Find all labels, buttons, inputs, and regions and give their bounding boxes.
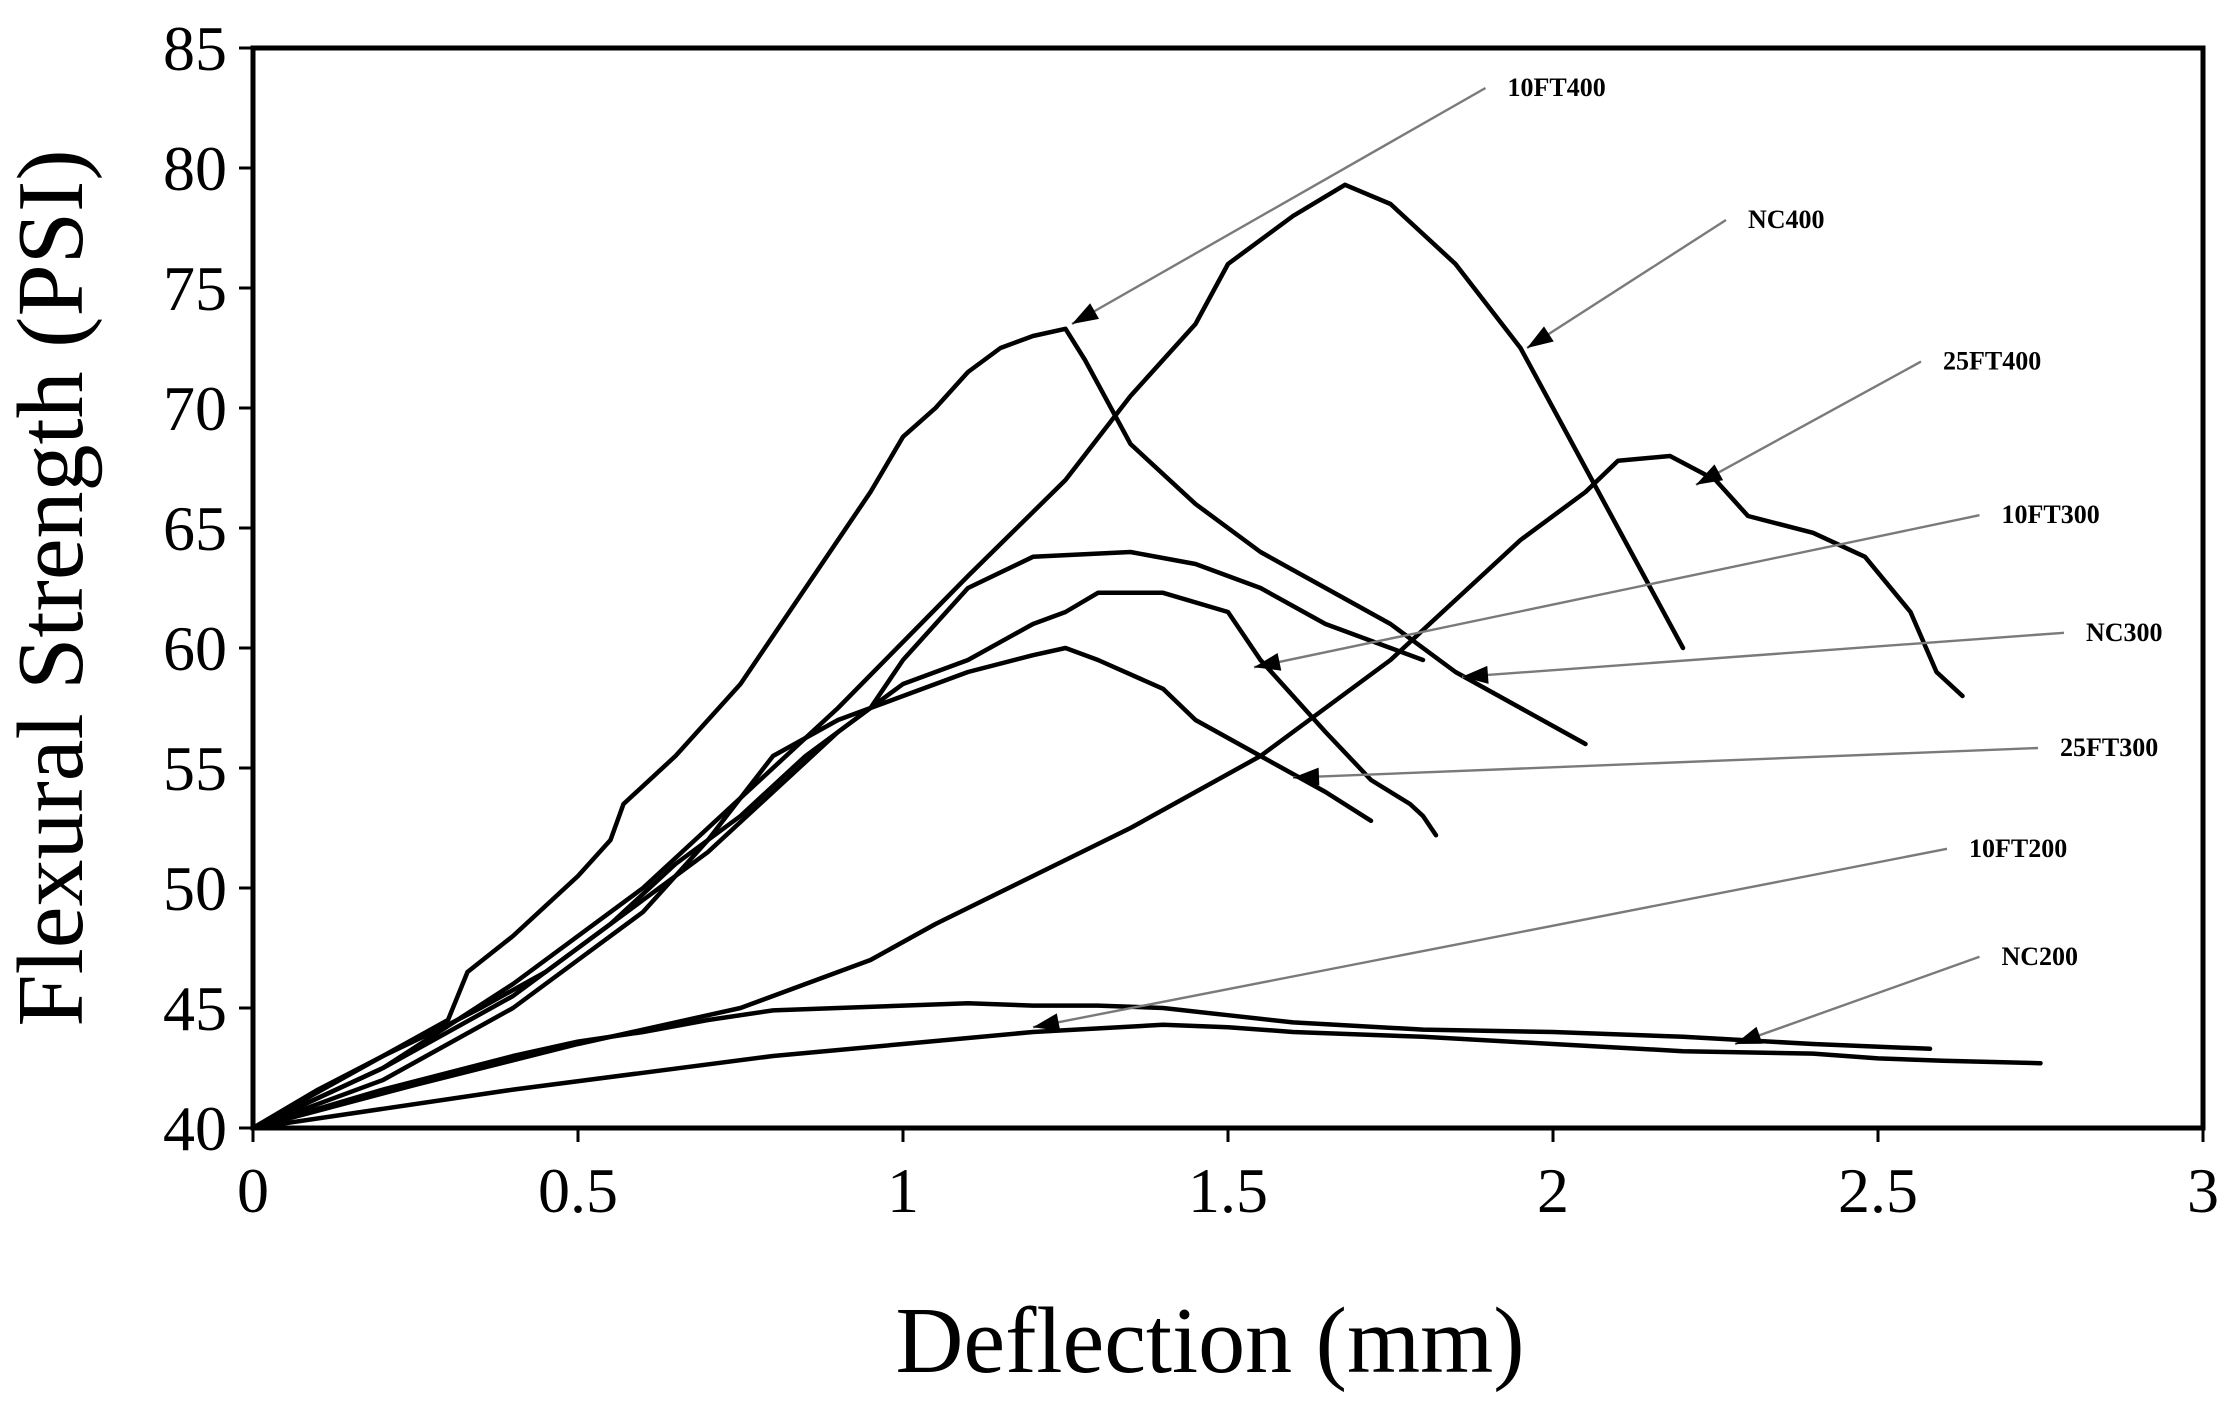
arrowhead-10ft300 — [1254, 653, 1282, 671]
series-line-10ft200 — [250, 1000, 1933, 1131]
x-tick-label-1: 0.5 — [538, 1155, 618, 1226]
axis-ticks: 0 0.5 1 1.5 2 2.5 3 40 45 50 55 60 65 70 75 80 85 — [163, 13, 2219, 1226]
leader-line-nc200 — [1734, 955, 1980, 1046]
arrowhead-10ft400 — [1072, 303, 1100, 324]
y-tick-label-6: 70 — [163, 373, 227, 444]
y-tick-label-0: 40 — [163, 1093, 227, 1164]
y-axis-title: Flexural Strength (PSI) — [0, 149, 103, 1026]
x-tick-label-4: 2 — [1537, 1155, 1569, 1226]
series-line-nc200 — [250, 1022, 2043, 1131]
x-tick-label-3: 1.5 — [1188, 1155, 1268, 1226]
series-label-nc400: NC400 — [1748, 205, 1825, 234]
series-line-nc400 — [250, 182, 1686, 1131]
leader-line-10ft300 — [1253, 514, 1980, 669]
y-tick-label-2: 50 — [163, 853, 227, 924]
series-label-25ft300: 25FT300 — [2060, 733, 2158, 762]
annotation-layer: 10FT400 NC400 25FT400 10FT300 NC300 25FT300 10… — [1032, 73, 2163, 1046]
x-tick-label-0: 0 — [237, 1155, 269, 1226]
leader-line-25ft400 — [1695, 360, 1922, 486]
series-label-10ft200: 10FT200 — [1969, 834, 2067, 863]
series-line-nc300 — [250, 590, 1439, 1131]
y-tick-label-5: 65 — [163, 493, 227, 564]
series-line-10ft400 — [250, 326, 1588, 1131]
y-tick-label-9: 85 — [163, 13, 227, 84]
leader-line-nc300 — [1461, 631, 2065, 678]
x-axis-title: Deflection (mm) — [895, 1289, 1524, 1393]
y-tick-label-4: 60 — [163, 613, 227, 684]
arrowhead-nc400 — [1527, 326, 1554, 348]
arrowhead-nc300 — [1462, 665, 1489, 684]
arrowhead-25ft300 — [1293, 767, 1320, 786]
series-label-10ft400: 10FT400 — [1508, 73, 1606, 102]
leader-line-25ft300 — [1292, 746, 2039, 779]
y-tick-label-1: 45 — [163, 973, 227, 1044]
y-tick-label-8: 80 — [163, 133, 227, 204]
x-tick-label-2: 1 — [887, 1155, 919, 1226]
x-tick-label-5: 2.5 — [1838, 1155, 1918, 1226]
arrowhead-10ft200 — [1033, 1013, 1061, 1032]
series-label-nc200: NC200 — [2002, 942, 2079, 971]
leader-line-10ft200 — [1032, 847, 1948, 1029]
plot-area — [250, 45, 2206, 1131]
x-tick-label-6: 3 — [2187, 1155, 2219, 1226]
series-label-25ft400: 25FT400 — [1943, 347, 2041, 376]
series-layer — [250, 182, 2043, 1131]
leader-line-nc400 — [1526, 218, 1727, 350]
y-tick-label-7: 75 — [163, 253, 227, 324]
y-tick-label-3: 55 — [163, 733, 227, 804]
series-label-nc300: NC300 — [2086, 618, 2163, 647]
arrowhead-nc200 — [1735, 1026, 1763, 1044]
series-label-10ft300: 10FT300 — [2002, 500, 2100, 529]
series-line-25ft300 — [250, 645, 1374, 1131]
arrowhead-25ft400 — [1696, 464, 1724, 485]
series-line-25ft400 — [250, 453, 1965, 1131]
leader-line-10ft400 — [1071, 86, 1487, 326]
